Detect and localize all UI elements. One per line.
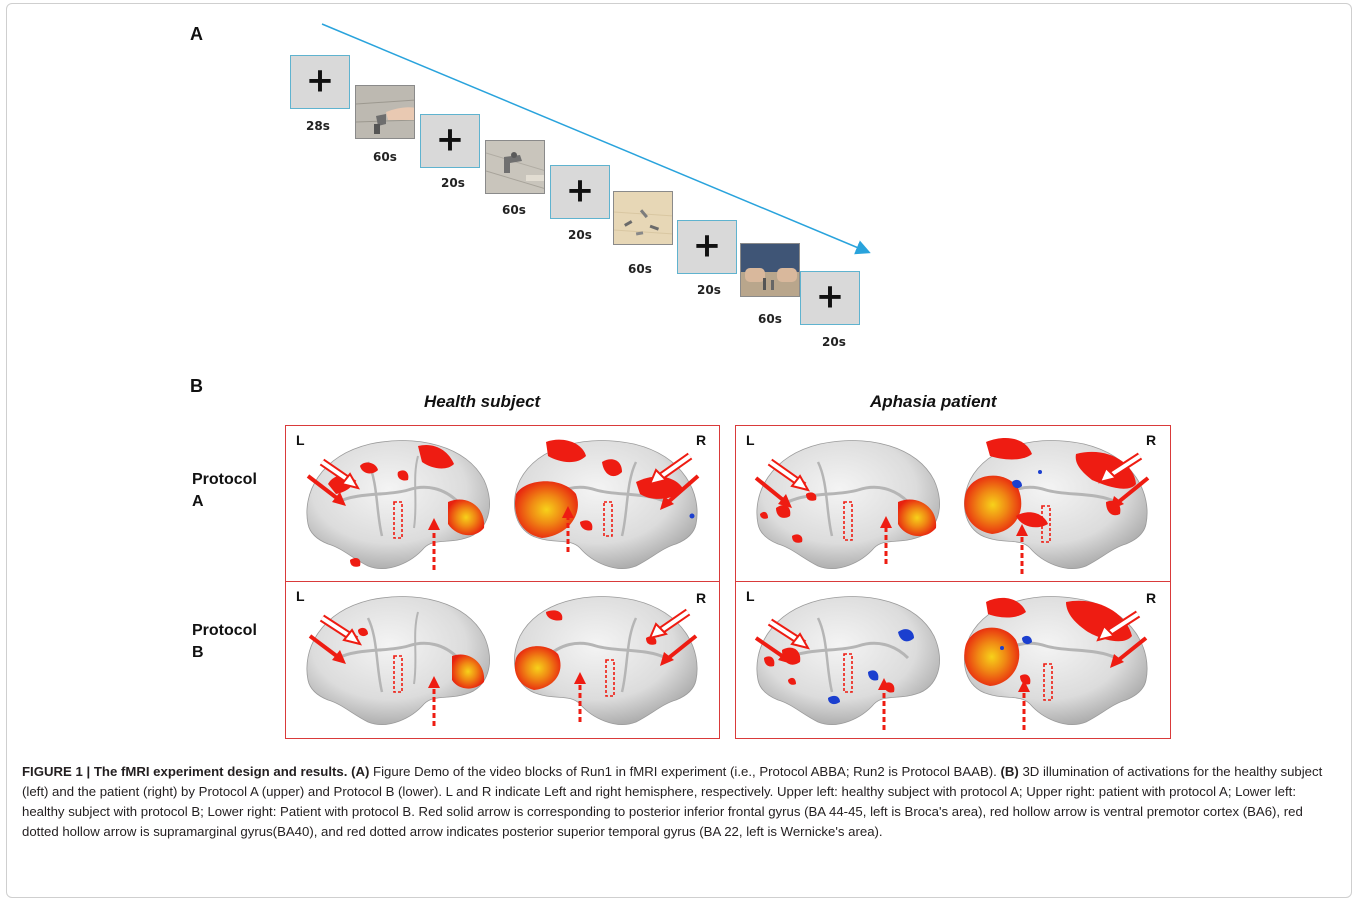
fixation-cross: +	[692, 225, 722, 266]
video-frame-hands	[740, 243, 800, 297]
caption-b-text: 3D illumination of activations for the h…	[22, 764, 1323, 839]
panel-a-label: A	[190, 24, 203, 44]
hemisphere-right-label: R	[1146, 590, 1157, 606]
column-title-aphasia-patient: Aphasia patient	[870, 392, 997, 411]
fixation-cross-block: +	[677, 220, 737, 274]
video-frame-hand-faucet	[355, 85, 415, 139]
figure-caption: FIGURE 1 | The fMRI experiment design an…	[22, 762, 1338, 842]
block-duration: 20s	[697, 283, 721, 297]
hemisphere-right-label: R	[696, 432, 707, 448]
block-duration: 20s	[441, 176, 465, 190]
block-duration: 60s	[373, 150, 397, 164]
block-duration: 20s	[822, 335, 846, 349]
row-divider	[736, 581, 1170, 582]
caption-b-tag: (B)	[1000, 764, 1019, 779]
hemisphere-right-label: R	[696, 590, 707, 606]
row-label-protocol-b: Protocol B	[192, 622, 257, 661]
block-duration: 60s	[758, 312, 782, 326]
hemisphere-left-label: L	[746, 432, 755, 448]
panel-b-label: B	[190, 376, 203, 396]
fixation-cross-block: +	[290, 55, 350, 109]
block-duration: 60s	[502, 203, 526, 217]
video-frame-objects	[613, 191, 673, 245]
block-duration: 20s	[568, 228, 592, 242]
brain-right-hemisphere-healthy-protocol-a	[514, 439, 700, 569]
block-duration: 60s	[628, 262, 652, 276]
brain-right-hemisphere-patient-protocol-a	[964, 438, 1150, 574]
fixation-cross-block: +	[550, 165, 610, 219]
video-frame-faucet	[485, 140, 545, 194]
caption-figure-label: FIGURE 1 | The fMRI experiment design an…	[22, 764, 348, 779]
fixation-cross: +	[815, 276, 845, 317]
caption-a-tag: (A)	[351, 764, 370, 779]
brain-left-hemisphere-healthy-protocol-b	[306, 596, 490, 726]
brain-left-hemisphere-patient-protocol-a	[754, 440, 940, 569]
hemisphere-right-label: R	[1146, 432, 1157, 448]
row-label-protocol-a: Protocol A	[192, 471, 257, 510]
fixation-cross: +	[435, 119, 465, 160]
column-title-health-subject: Health subject	[424, 392, 541, 411]
fixation-cross: +	[565, 170, 595, 211]
timeline-arrow	[321, 23, 871, 255]
brain-left-hemisphere-patient-protocol-b	[754, 596, 940, 730]
caption-a-text: Figure Demo of the video blocks of Run1 …	[373, 764, 997, 779]
brain-left-hemisphere-healthy-protocol-a	[306, 440, 490, 570]
fixation-cross-block: +	[800, 271, 860, 325]
block-duration: 28s	[306, 119, 330, 133]
hemisphere-left-label: L	[296, 432, 305, 448]
hemisphere-left-label: L	[296, 588, 305, 604]
brain-right-hemisphere-healthy-protocol-b	[514, 596, 698, 725]
fixation-cross-block: +	[420, 114, 480, 168]
hemisphere-left-label: L	[746, 588, 755, 604]
brain-right-hemisphere-patient-protocol-b	[964, 596, 1148, 730]
row-divider	[286, 581, 719, 582]
fixation-cross: +	[305, 60, 335, 101]
